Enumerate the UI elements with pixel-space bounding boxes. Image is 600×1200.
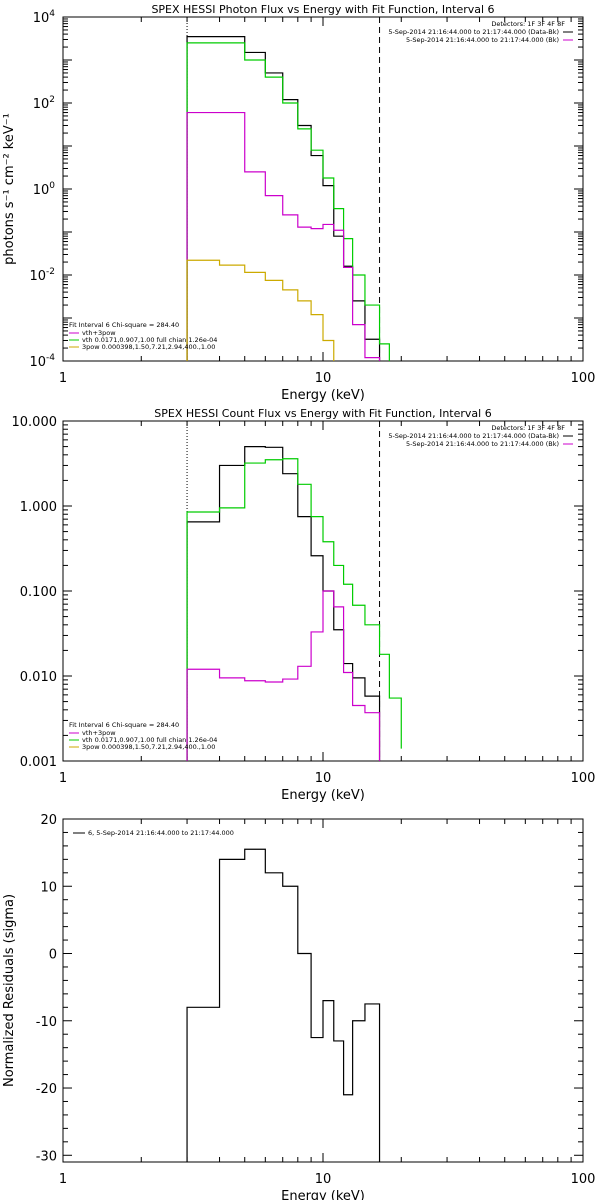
y-tick-label: 104 <box>33 9 56 26</box>
detector-legend: Detectors: 1F 3F 4F 8F5-Sep-2014 21:16:4… <box>388 20 573 44</box>
y-tick-label: 20 <box>40 813 57 828</box>
y-tick-exponent: 2 <box>49 95 55 105</box>
y-tick-label: 0.100 <box>20 585 57 600</box>
x-axis-title: Energy (keV) <box>281 1189 365 1200</box>
x-tick-label: 1 <box>59 771 67 786</box>
y-tick-base: 10 <box>29 355 46 370</box>
legend-entry: 5-Sep-2014 21:16:44.000 to 21:17:44.000 … <box>388 28 559 36</box>
magenta-series <box>186 590 381 761</box>
residuals-chart: 1 10 100 Energy (keV) -30 -20 -10 0 10 20 Normaliz… <box>2 813 595 1200</box>
y-tick-exponent: -4 <box>46 353 55 363</box>
y-tick-exponent: 0 <box>49 181 55 191</box>
legend-entry: vth+3pow <box>82 329 116 337</box>
x-tick-label: 100 <box>571 1172 596 1187</box>
legend-entry: vth 0.0171,0.907,1.00 full chian 1.26e-0… <box>82 736 217 744</box>
y-tick-exponent: -2 <box>46 267 55 277</box>
legend-entry: 5-Sep-2014 21:16:44.000 to 21:17:44.000 … <box>406 440 559 448</box>
fit-legend-title: Fit Interval 6 Chi-square = 284.40 <box>69 321 179 329</box>
x-tick-label: 10 <box>315 1172 332 1187</box>
fit-legend-title: Fit Interval 6 Chi-square = 284.40 <box>69 721 179 729</box>
plot-frame <box>62 16 584 362</box>
residual-legend: 6, 5-Sep-2014 21:16:44.000 to 21:17:44.0… <box>73 829 234 837</box>
x-tick-label: 1 <box>59 1172 67 1187</box>
black-series <box>186 445 381 761</box>
x-axis: 1 10 100 Energy (keV) <box>59 17 596 403</box>
detector-legend: Detectors: 1F 3F 4F 8F5-Sep-2014 21:16:4… <box>388 424 573 448</box>
x-tick-label: 100 <box>571 771 596 786</box>
y-tick-label: -30 <box>36 1149 57 1164</box>
y-tick-label: -10 <box>36 1015 57 1030</box>
y-axis: 0.001 0.010 0.100 1.000 10.000 <box>12 415 583 770</box>
y-tick-base: 10 <box>33 11 50 26</box>
y-tick-label: 0.001 <box>20 755 57 770</box>
fit-legend: Fit Interval 6 Chi-square = 284.40vth+3p… <box>69 721 217 751</box>
y-tick-base: 10 <box>33 97 50 112</box>
legend-entry: vth+3pow <box>82 729 116 737</box>
y-axis-title: photons s⁻¹ cm⁻² keV⁻¹ <box>2 113 17 265</box>
y-tick-base: 10 <box>29 269 46 284</box>
magenta-series <box>186 111 381 361</box>
y-tick-label: 10.000 <box>12 415 58 430</box>
legend-entry: Detectors: 1F 3F 4F 8F <box>491 424 565 432</box>
black-series <box>186 848 381 1162</box>
chart-title: SPEX HESSI Photon Flux vs Energy with Fi… <box>151 3 494 16</box>
x-tick-label: 10 <box>315 371 332 386</box>
x-tick-label: 10 <box>315 771 332 786</box>
y-tick-label: 10-2 <box>29 267 55 284</box>
legend-entry: 5-Sep-2014 21:16:44.000 to 21:17:44.000 … <box>406 36 559 44</box>
x-axis: 1 10 100 Energy (keV) <box>59 421 596 803</box>
y-tick-label: 10-4 <box>29 353 55 370</box>
y-tick-label: -20 <box>36 1082 57 1097</box>
legend-entry: 6, 5-Sep-2014 21:16:44.000 to 21:17:44.0… <box>88 829 234 837</box>
legend-entry: 3pow 0.000398,1.50,7.21,2.94,400.,1.00 <box>82 743 215 751</box>
legend-entry: vth 0.0171,0.907,1.00 full chian 1.26e-0… <box>82 336 217 344</box>
x-axis-title: Energy (keV) <box>281 788 365 803</box>
green-series <box>186 458 402 761</box>
y-tick-label: 0 <box>49 948 57 963</box>
y-tick-label: 10 <box>40 880 57 895</box>
y-axis: -30 -20 -10 0 10 20 Normalized Residuals (sigm… <box>2 813 583 1164</box>
y-tick-label: 100 <box>33 181 56 198</box>
legend-entry: Detectors: 1F 3F 4F 8F <box>491 20 565 28</box>
x-tick-label: 100 <box>571 371 596 386</box>
x-axis-title: Energy (keV) <box>281 388 365 403</box>
plot-frame <box>62 818 584 1163</box>
y-tick-exponent: 4 <box>49 9 55 19</box>
legend-entry: 5-Sep-2014 21:16:44.000 to 21:17:44.000 … <box>388 432 559 440</box>
legend-entry: 3pow 0.000398,1.50,7.21,2.94,400.,1.00 <box>82 343 215 351</box>
x-axis: 1 10 100 Energy (keV) <box>59 819 596 1200</box>
y-axis-title: Normalized Residuals (sigma) <box>2 894 17 1087</box>
y-tick-base: 10 <box>33 183 50 198</box>
y-tick-label: 1.000 <box>20 500 57 515</box>
chart-title: SPEX HESSI Count Flux vs Energy with Fit… <box>154 407 491 420</box>
x-tick-label: 1 <box>59 371 67 386</box>
count-flux-chart: 1 10 100 Energy (keV) 0.001 0.010 0.100 1.000 10… <box>12 407 596 803</box>
y-tick-label: 0.010 <box>20 670 57 685</box>
y-tick-label: 102 <box>33 95 55 112</box>
green-series <box>186 42 390 361</box>
yellow-series <box>186 259 335 361</box>
fit-legend: Fit Interval 6 Chi-square = 284.40vth+3p… <box>69 321 217 351</box>
